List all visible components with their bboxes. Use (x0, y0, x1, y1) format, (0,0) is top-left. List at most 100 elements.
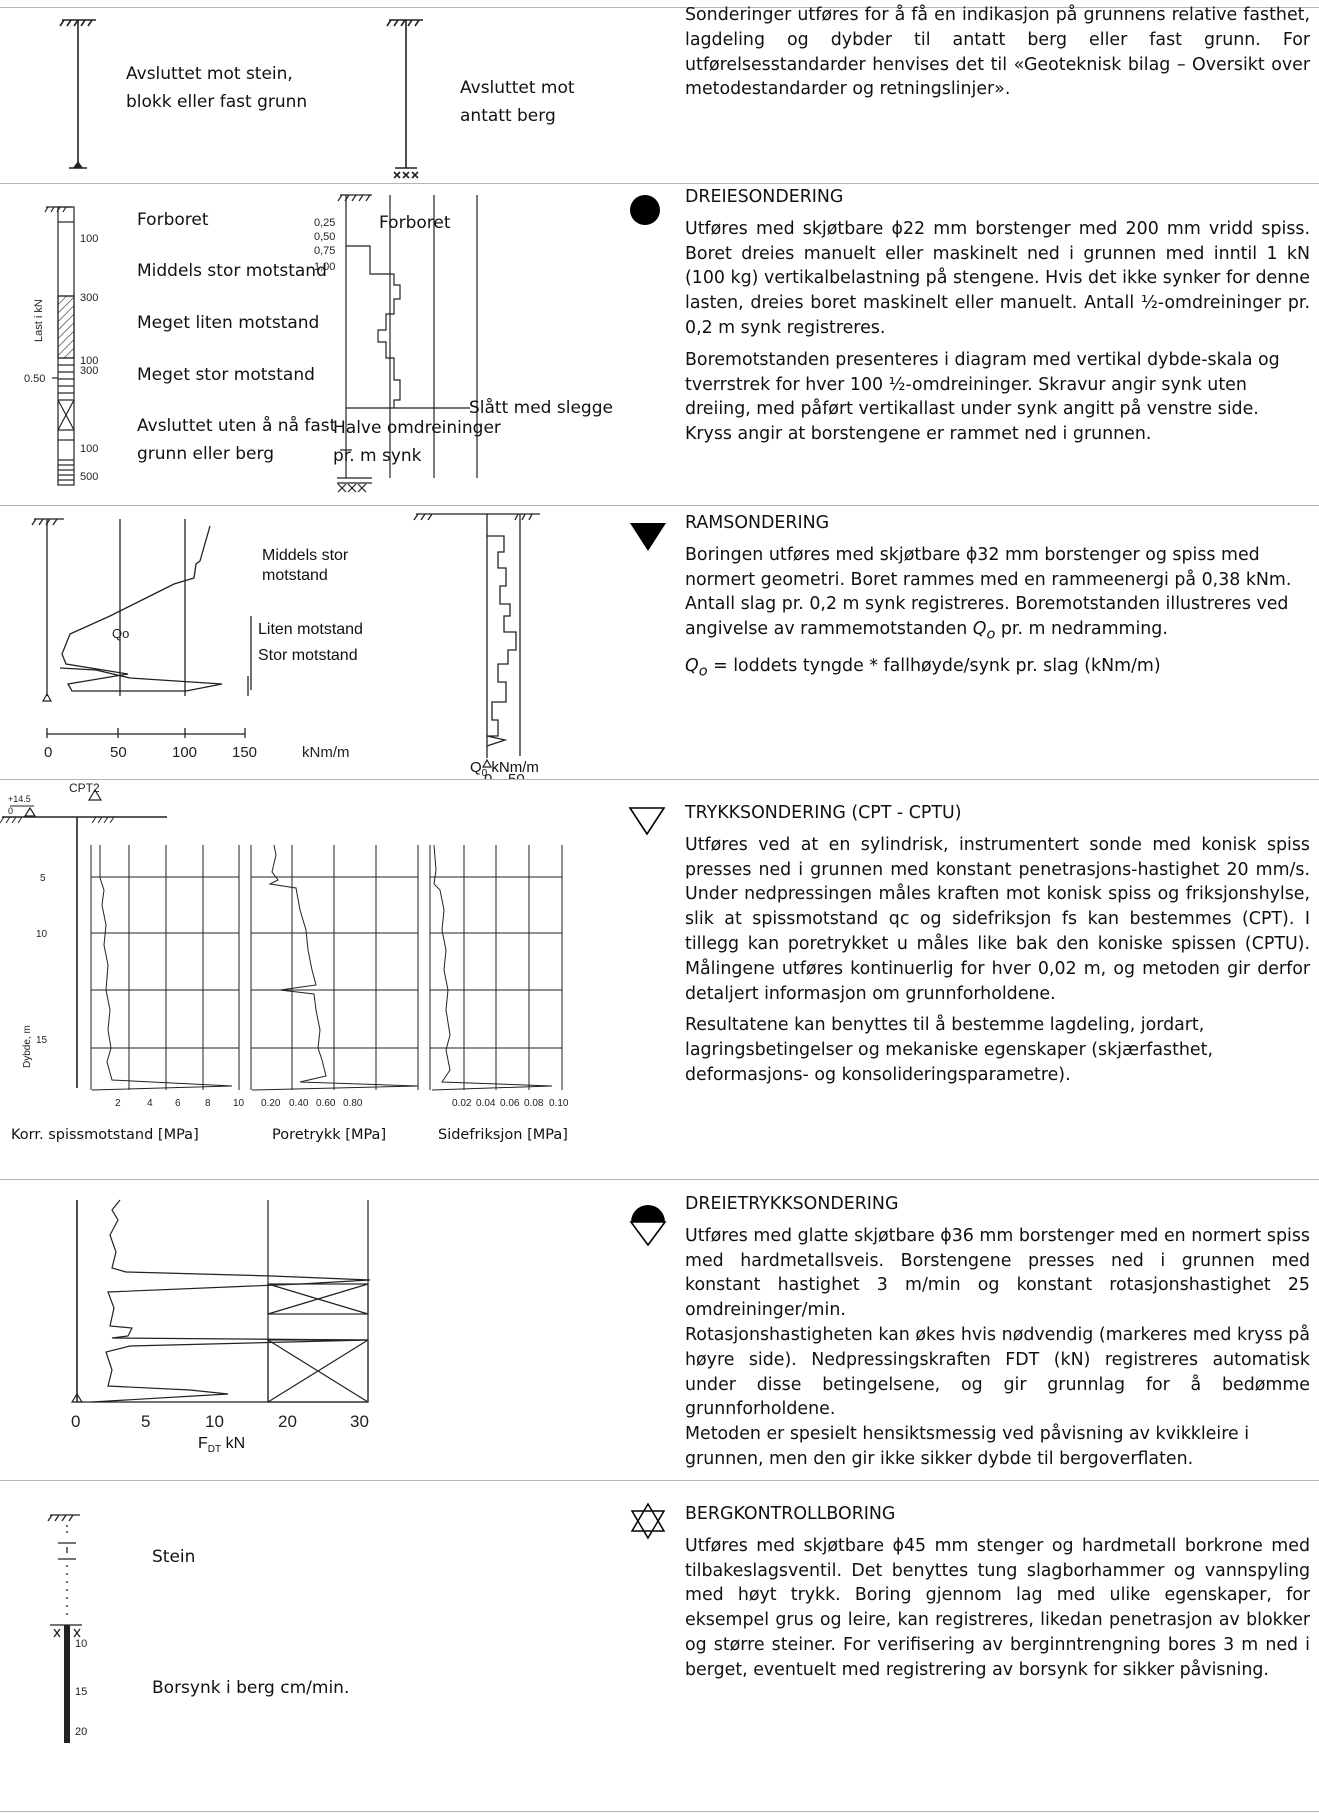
depth-tick: 0,25 (314, 217, 335, 229)
ramsondering-title: RAMSONDERING (685, 513, 830, 533)
rock-control-diagram: 10 15 20 (47, 1514, 87, 1743)
legend-low: Liten motstand (258, 621, 363, 638)
right-forboret-label: Forboret (379, 213, 451, 233)
load-axis-value: 0.50 (24, 373, 45, 385)
panel3-tick: 0.10 (549, 1098, 569, 1109)
small-unit-rest: kNm/m (487, 759, 539, 776)
tick-0: 0 (71, 1412, 80, 1431)
trykksondering-text: TRYKKSONDERING (CPT - CPTU) Utføres ved … (685, 801, 1310, 1095)
rock-termination-label: Avsluttet mot antatt berg (460, 78, 575, 126)
small-unit-main: Q (470, 759, 482, 776)
cpt-elev-label: +14.5 (8, 794, 31, 804)
rotary-sounding-diagram: 100 300 100 300 100 500 Last i kN 0.50 0… (24, 194, 478, 493)
hexagram-icon (628, 1501, 668, 1546)
formula-q: Q (685, 656, 699, 677)
q-symbol: Q (972, 619, 987, 640)
ramsondering-figure: Qo 0 50 100 150 kNm/m 0 50 Middels stor … (0, 506, 615, 780)
stein-label: Stein (152, 1547, 196, 1567)
filled-circle-icon (628, 193, 662, 232)
legend-not-reached: Avsluttet uten å nå fast grunn eller ber… (137, 416, 337, 464)
borsynk-label: Borsynk i berg cm/min. (152, 1678, 350, 1698)
sledge-label: Slått med slegge (469, 398, 613, 418)
legend-high: Stor motstand (258, 647, 358, 664)
dreiesondering-title: DREIESONDERING (685, 187, 844, 207)
depth-axis-label: Dybde, m (22, 1025, 33, 1068)
depth-tick: 0,50 (314, 231, 335, 243)
formula-rest: = loddets tyngde * fallhøyde/synk pr. sl… (707, 656, 1161, 677)
load-axis-label: Last i kN (33, 299, 45, 342)
small-tick-50: 50 (508, 771, 525, 780)
half-filled-triangle-icon (628, 1200, 668, 1253)
panel2-tick: 0.80 (343, 1098, 363, 1109)
borsynk-tick-20: 20 (75, 1726, 87, 1738)
panel2-label: Poretrykk [MPa] (272, 1127, 387, 1143)
legend-very-high-resistance: Meget stor motstand (137, 365, 315, 385)
tick-30: 30 (350, 1412, 369, 1431)
curve-label: Qo (112, 626, 129, 641)
panel3-tick: 0.08 (524, 1098, 544, 1109)
panel3-label: Sidefriksjon [MPa] (438, 1127, 568, 1143)
ramsondering-para1-end: pr. m nedramming. (995, 619, 1168, 640)
panel1-tick: 8 (205, 1098, 211, 1109)
fdt-axis-label: FDT kN (198, 1434, 245, 1460)
intro-section: Avsluttet mot stein, blokk eller fast gr… (0, 5, 1319, 184)
trykksondering-title: TRYKKSONDERING (CPT - CPTU) (685, 803, 962, 823)
dreietrykk-para1: Utføres med glatte skjøtbare ϕ36 mm bors… (685, 1225, 1310, 1321)
small-tick-0: 0 (484, 771, 492, 780)
dreietrykk-title: DREIETRYKKSONDERING (685, 1194, 899, 1214)
tick-50: 50 (110, 744, 127, 761)
panel3-tick: 0.06 (500, 1098, 520, 1109)
panel1-tick: 6 (175, 1098, 181, 1109)
panel1-tick: 10 (233, 1098, 245, 1109)
tick-100: 100 (172, 744, 197, 761)
col-number: 300 (80, 365, 98, 377)
borsynk-tick-15: 15 (75, 1686, 87, 1698)
panel1-tick: 4 (147, 1098, 153, 1109)
ramsondering-para1-text: Boringen utføres med skjøtbare ϕ32 mm bo… (685, 544, 1292, 640)
col-number: 500 (80, 471, 98, 483)
trykksondering-figure: CPT2 +14.5 0 5 10 15 Dybde, m 2 4 6 8 10… (0, 780, 615, 1180)
ramsondering-section: Qo 0 50 100 150 kNm/m 0 50 Middels stor … (0, 505, 1319, 780)
bergkontroll-figure: 10 15 20 Stein Borsynk i berg cm/min. (0, 1481, 615, 1811)
panel2-tick: 0.20 (261, 1098, 281, 1109)
filled-triangle-icon (628, 520, 668, 559)
fdt-rest: kN (221, 1435, 246, 1452)
depth-tick-5: 5 (40, 873, 46, 884)
bergkontroll-text: BERGKONTROLLBORING Utføres med skjøtbare… (685, 1502, 1310, 1690)
rotary-pressure-diagram: 0 5 10 20 30 (70, 1199, 371, 1431)
ramsondering-formula: Qo = loddets tyngde * fallhøyde/synk pr.… (685, 654, 1310, 684)
half-rotations-label: Halve omdreininger pr. m synk (333, 418, 501, 466)
bergkontroll-title: BERGKONTROLLBORING (685, 1504, 896, 1524)
trykksondering-para1: Utføres ved at en sylindrisk, instrument… (685, 834, 1310, 1004)
dreietrykk-figure: 0 5 10 20 30 FDT kN (0, 1180, 615, 1481)
depth-tick: 0,75 (314, 245, 335, 257)
dreiesondering-text: DREIESONDERING Utføres med skjøtbare ϕ22… (685, 185, 1310, 454)
legend-very-low-resistance: Meget liten motstand (137, 313, 320, 333)
panel2-tick: 0.60 (316, 1098, 336, 1109)
unit-label: kNm/m (302, 744, 350, 761)
dreietrykk-text: DREIETRYKKSONDERING Utføres med glatte s… (685, 1192, 1310, 1479)
legend-medium-resistance: Middels stor motstand (137, 261, 327, 281)
bergkontroll-para1: Utføres med skjøtbare ϕ45 mm stenger og … (685, 1535, 1310, 1680)
panel3-tick: 0.02 (452, 1098, 472, 1109)
formula-q-sub: o (698, 663, 708, 680)
dreietrykk-para3: Metoden er spesielt hensiktsmessig ved p… (685, 1424, 1250, 1469)
intro-figure: Avsluttet mot stein, blokk eller fast gr… (0, 8, 615, 184)
tick-150: 150 (232, 744, 257, 761)
cpt-zero-label: 0 (8, 806, 13, 816)
depth-tick-10: 10 (36, 929, 48, 940)
panel2-tick: 0.40 (289, 1098, 309, 1109)
col-number: 100 (80, 233, 98, 245)
legend-medium: Middels stor motstand (262, 547, 349, 584)
dreiesondering-section: 100 300 100 300 100 500 Last i kN 0.50 0… (0, 183, 1319, 506)
tick-5: 5 (141, 1412, 150, 1431)
dreiesondering-para2: Boremotstanden presenteres i diagram med… (685, 349, 1280, 445)
fdt-sub: DT (207, 1444, 222, 1456)
tick-10: 10 (205, 1412, 224, 1431)
ram-sounding-diagram: Qo 0 50 100 150 kNm/m 0 50 (31, 513, 540, 780)
borsynk-tick-10: 10 (75, 1638, 87, 1650)
ramsondering-text: RAMSONDERING Boringen utføres med skjøtb… (685, 511, 1310, 692)
small-unit-label: Q0 kNm/m (470, 759, 539, 783)
panel1-tick: 2 (115, 1098, 121, 1109)
col-number: 100 (80, 355, 98, 367)
